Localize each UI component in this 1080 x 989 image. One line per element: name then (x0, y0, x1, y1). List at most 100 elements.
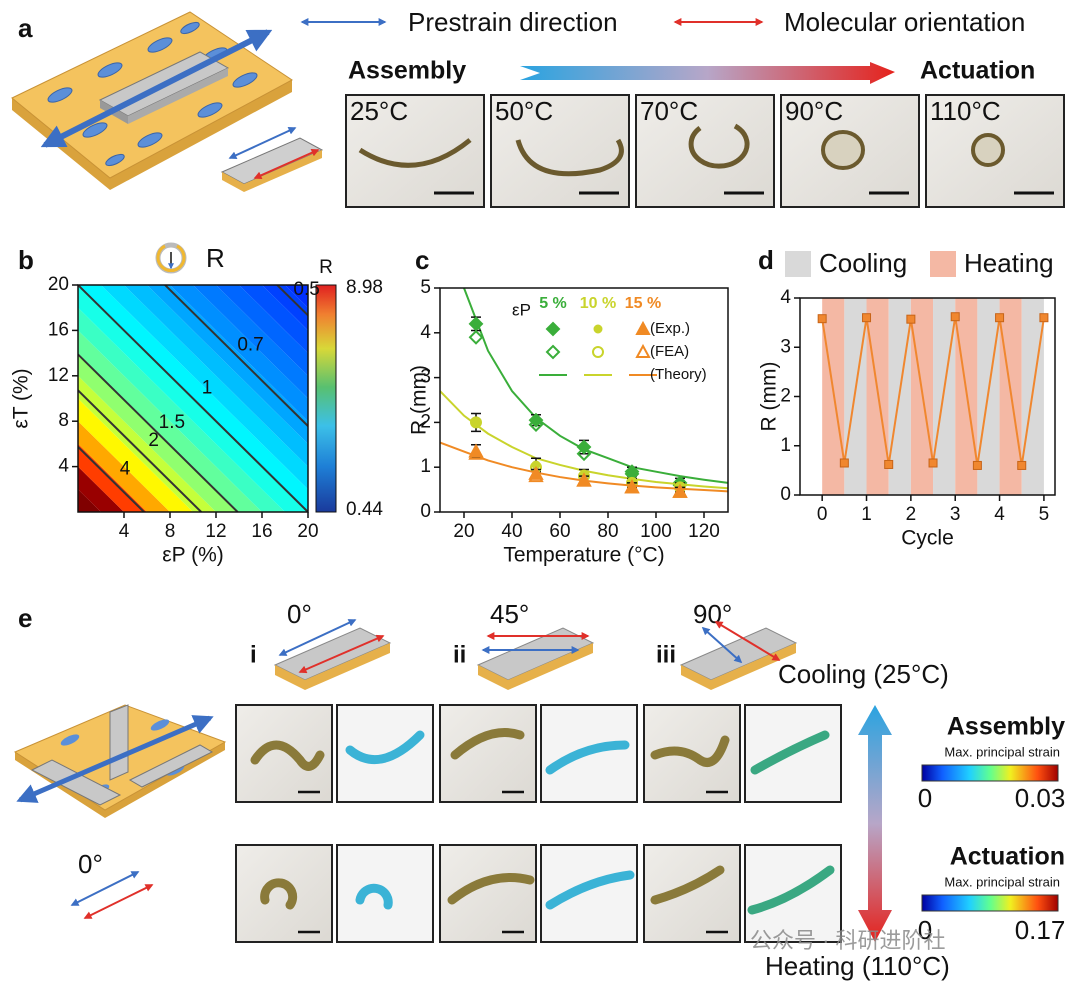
sample (447, 873, 535, 905)
photo (345, 94, 485, 208)
x-tick-label: 4 (119, 521, 130, 542)
plot-frame (439, 287, 729, 513)
direction-arrow (298, 634, 385, 674)
sample (650, 865, 725, 905)
sample (971, 133, 1005, 167)
bar-side (508, 643, 593, 690)
sample (747, 865, 835, 915)
contour-label: 0.5 (293, 279, 319, 300)
y-axis-title: εT (%) (10, 368, 33, 428)
plate-illustration (11, 11, 324, 192)
x-tick-label: 0 (817, 504, 828, 525)
photo (635, 94, 775, 208)
x-tick-label: 100 (640, 521, 672, 542)
contour-band (78, 466, 124, 512)
sample (515, 138, 624, 177)
case-label: ii (453, 641, 466, 668)
angle-label: 90° (693, 599, 732, 629)
marker (995, 313, 1005, 323)
contour-line (78, 353, 239, 512)
x-tick-label: 120 (688, 521, 720, 542)
watermark: 公众号 · 科研进阶社 (750, 928, 946, 953)
marker (592, 346, 604, 358)
contour-label: 4 (120, 458, 131, 479)
assembly-label: Assembly (348, 57, 466, 85)
sample (545, 870, 635, 910)
colorbar-max: 0.03 (1015, 783, 1066, 813)
gradient-arrow (858, 705, 892, 942)
colorbar-max: 8.98 (346, 277, 383, 298)
case-label: i (250, 641, 257, 668)
contour-line (78, 389, 202, 512)
legend-text: Prestrain direction (408, 7, 618, 37)
x-tick-label: 5 (1039, 504, 1050, 525)
marker (672, 483, 688, 498)
sample (358, 138, 472, 168)
colorbar-title: Max. principal strain (944, 874, 1060, 889)
direction-arrow (714, 621, 781, 661)
x-axis-title: εP (%) (162, 544, 223, 567)
heating-label: Heating (110°C) (765, 951, 950, 981)
marker (635, 320, 651, 335)
x-tick-label: 3 (950, 504, 961, 525)
colorbar-min: 0.44 (346, 499, 383, 520)
case-label: iii (656, 641, 676, 668)
x-tick-label: 2 (906, 504, 917, 525)
y-tick-label: 3 (420, 367, 431, 388)
contour-band (123, 285, 308, 467)
marker (576, 439, 592, 455)
sample (650, 735, 730, 767)
contour-label: 2 (148, 430, 159, 451)
x-tick-label: 8 (165, 521, 176, 542)
sample (545, 740, 630, 775)
x-tick-label: 40 (501, 521, 522, 542)
y-tick-label: 12 (48, 365, 69, 386)
contour-field (78, 285, 308, 512)
theory-curve (463, 287, 729, 484)
marker (545, 344, 561, 360)
colorbar-title: Max. principal strain (944, 744, 1060, 759)
marker (635, 343, 651, 358)
contour-band (261, 285, 308, 331)
marker (624, 479, 640, 494)
plot-frame (799, 297, 1056, 496)
temperature-label: 70°C (640, 96, 698, 126)
x-tick-label: 4 (994, 504, 1005, 525)
y-tick-label: 2 (420, 411, 431, 432)
marker (928, 458, 938, 468)
y-axis-title: R (mm) (408, 365, 431, 435)
assembly-label: Assembly (947, 713, 1065, 741)
marker (468, 329, 484, 345)
photo (744, 844, 842, 943)
y-tick-label: 4 (780, 287, 791, 308)
sample (355, 883, 393, 910)
y-tick-label: 4 (420, 322, 431, 343)
contour-line (78, 285, 308, 512)
contour-line (275, 285, 308, 317)
legend-group: 10 % (580, 295, 616, 312)
sample (821, 130, 865, 170)
panel-label: e (18, 603, 32, 633)
contour-line (163, 285, 308, 428)
y-tick-label: 16 (48, 319, 69, 340)
sample (450, 728, 525, 760)
angle-label: 0° (78, 849, 103, 879)
x-tick-label: 20 (297, 521, 318, 542)
marker (471, 417, 481, 427)
x-tick-label: 60 (549, 521, 570, 542)
y-tick-label: 1 (420, 456, 431, 477)
x-axis-title: Cycle (901, 527, 954, 550)
marker (884, 459, 894, 469)
legend-swatch (785, 251, 811, 277)
x-tick-label: 16 (251, 521, 272, 542)
contour-band (101, 285, 308, 490)
temperature-label: 50°C (495, 96, 553, 126)
sample (750, 730, 830, 775)
marker (593, 324, 603, 334)
colorbar-min: 0 (918, 783, 932, 813)
y-tick-label: 8 (58, 410, 69, 431)
photo-row: 25°C 50°C 70°C 90°C 110°C (345, 94, 1065, 208)
actuation-label: Actuation (920, 57, 1035, 85)
marker (906, 314, 916, 324)
